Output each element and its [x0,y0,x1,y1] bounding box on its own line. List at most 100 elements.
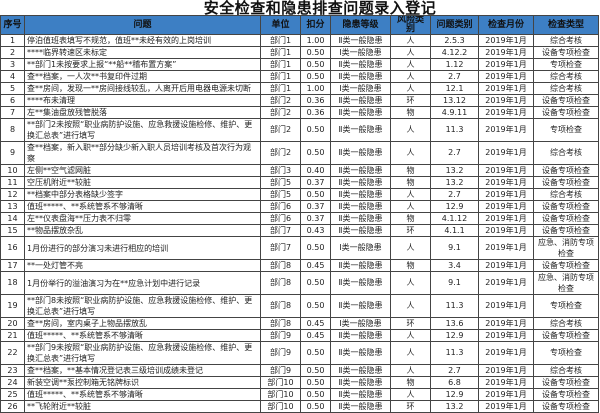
cell-issue[interactable]: 左**集油盘放残管脱落 [24,106,261,119]
cell-unit[interactable]: 部门10 [260,376,301,389]
cell-seq[interactable]: 15 [0,224,25,237]
cell-issue-category[interactable]: 2.7 [430,188,479,201]
cell-risk-category[interactable]: 物 [390,212,431,225]
cell-issue-category[interactable]: 12.1 [430,82,479,95]
cell-check-type[interactable]: 专项检查 [533,118,599,142]
cell-check-type[interactable]: 专项检查 [533,58,599,71]
cell-check-month[interactable]: 2019年1月 [478,212,534,225]
cell-issue[interactable]: 查**档案，一人次**书复印件过期 [24,70,261,83]
cell-unit[interactable]: 部门1 [260,82,301,95]
cell-seq[interactable]: 5 [0,82,25,95]
cell-deduction[interactable]: 0.45 [300,317,331,330]
cell-risk-category[interactable]: 环 [390,400,431,413]
cell-issue-category[interactable]: 4.12.2 [430,46,479,59]
cell-deduction[interactable]: 0.37 [300,200,331,213]
cell-issue[interactable]: **部门9未按照“职业病防护设施、应急救援设施检修、维护、更换汇总表”进行填写 [24,341,261,365]
cell-hazard-level[interactable]: Ⅱ类一般隐患 [330,224,391,237]
cell-check-month[interactable]: 2019年1月 [478,364,534,377]
cell-check-type[interactable]: 设备专项检查 [533,376,599,389]
cell-check-type[interactable]: 设备专项检查 [533,388,599,401]
cell-seq[interactable]: 21 [0,329,25,342]
cell-issue-category[interactable]: 2.7 [430,141,479,165]
cell-check-month[interactable]: 2019年1月 [478,329,534,342]
cell-deduction[interactable]: 0.50 [300,400,331,413]
cell-risk-category[interactable]: 环 [390,94,431,107]
cell-hazard-level[interactable]: Ⅱ类一般隐患 [330,271,391,295]
cell-seq[interactable]: 8 [0,118,25,142]
cell-issue-category[interactable]: 13.2 [430,176,479,189]
cell-issue-category[interactable]: 6.8 [430,376,479,389]
cell-unit[interactable]: 部门6 [260,212,301,225]
cell-check-month[interactable]: 2019年1月 [478,400,534,413]
cell-hazard-level[interactable]: Ⅱ类一般隐患 [330,106,391,119]
cell-check-month[interactable]: 2019年1月 [478,376,534,389]
cell-issue-category[interactable]: 3.4 [430,259,479,272]
cell-deduction[interactable]: 1.00 [300,34,331,47]
cell-unit[interactable]: 部门9 [260,364,301,377]
cell-risk-category[interactable]: 人 [390,236,431,260]
cell-check-month[interactable]: 2019年1月 [478,118,534,142]
cell-issue[interactable]: **物品摆放杂乱 [24,224,261,237]
cell-seq[interactable]: 4 [0,70,25,83]
cell-risk-category[interactable]: 人 [390,364,431,377]
cell-check-type[interactable]: 综合考核 [533,82,599,95]
cell-issue[interactable]: 停泊值班表填写不规范，值班**未经有效的上岗培训 [24,34,261,47]
cell-unit[interactable]: 部门8 [260,317,301,330]
cell-deduction[interactable]: 0.45 [300,259,331,272]
cell-seq[interactable]: 20 [0,317,25,330]
cell-issue[interactable]: 空压机附近**较脏 [24,176,261,189]
cell-hazard-level[interactable]: Ⅱ类一般隐患 [330,58,391,71]
column-header-issue[interactable]: 问题 [24,15,261,35]
column-header-unit[interactable]: 单位 [260,15,301,35]
cell-hazard-level[interactable]: Ⅱ类一般隐患 [330,34,391,47]
cell-issue-category[interactable]: 4.9.11 [430,106,479,119]
cell-check-type[interactable]: 设备专项检查 [533,106,599,119]
cell-issue-category[interactable]: 13.6 [430,317,479,330]
cell-issue[interactable]: **一处灯管不亮 [24,259,261,272]
cell-deduction[interactable]: 0.50 [300,341,331,365]
cell-risk-category[interactable]: 环 [390,224,431,237]
column-header-risk-category[interactable]: 风险类别 [390,15,431,35]
cell-check-type[interactable]: 综合考核 [533,364,599,377]
cell-issue-category[interactable]: 12.9 [430,200,479,213]
cell-hazard-level[interactable]: Ⅱ类一般隐患 [330,188,391,201]
cell-unit[interactable]: 部门3 [260,164,301,177]
cell-risk-category[interactable]: 物 [390,176,431,189]
cell-issue[interactable]: 值班*****、**系统管系不够清晰 [24,200,261,213]
cell-unit[interactable]: 部门5 [260,176,301,189]
cell-deduction[interactable]: 0.50 [300,58,331,71]
cell-deduction[interactable]: 0.36 [300,94,331,107]
cell-check-month[interactable]: 2019年1月 [478,341,534,365]
cell-issue-category[interactable]: 4.1.12 [430,212,479,225]
cell-risk-category[interactable]: 人 [390,118,431,142]
cell-issue-category[interactable]: 9.1 [430,236,479,260]
cell-deduction[interactable]: 0.50 [300,46,331,59]
cell-check-type[interactable]: 设备专项检查 [533,224,599,237]
cell-deduction[interactable]: 0.45 [300,329,331,342]
cell-hazard-level[interactable]: Ⅱ类一般隐患 [330,388,391,401]
cell-deduction[interactable]: 0.43 [300,224,331,237]
cell-hazard-level[interactable]: Ⅰ类一般隐患 [330,46,391,59]
cell-unit[interactable]: 部门7 [260,224,301,237]
cell-issue-category[interactable]: 13.2 [430,400,479,413]
cell-seq[interactable]: 23 [0,364,25,377]
cell-check-month[interactable]: 2019年1月 [478,271,534,295]
cell-issue[interactable]: **档案中部分表格缺少签字 [24,188,261,201]
cell-check-month[interactable]: 2019年1月 [478,259,534,272]
cell-check-month[interactable]: 2019年1月 [478,224,534,237]
cell-seq[interactable]: 22 [0,341,25,365]
cell-seq[interactable]: 24 [0,376,25,389]
cell-unit[interactable]: 部门1 [260,70,301,83]
cell-check-type[interactable]: 设备专项检查 [533,212,599,225]
cell-issue-category[interactable]: 2.7 [430,70,479,83]
cell-risk-category[interactable]: 人 [390,34,431,47]
cell-issue[interactable]: 左**仪表盘海**压力表不归零 [24,212,261,225]
cell-seq[interactable]: 3 [0,58,25,71]
cell-hazard-level[interactable]: Ⅱ类一般隐患 [330,329,391,342]
cell-issue[interactable]: 查**档案，**基本情况登记表三级培训成绩未登记 [24,364,261,377]
cell-check-month[interactable]: 2019年1月 [478,46,534,59]
cell-risk-category[interactable]: 人 [390,46,431,59]
cell-hazard-level[interactable]: Ⅰ类一般隐患 [330,317,391,330]
cell-deduction[interactable]: 0.50 [300,364,331,377]
cell-seq[interactable]: 26 [0,400,25,413]
